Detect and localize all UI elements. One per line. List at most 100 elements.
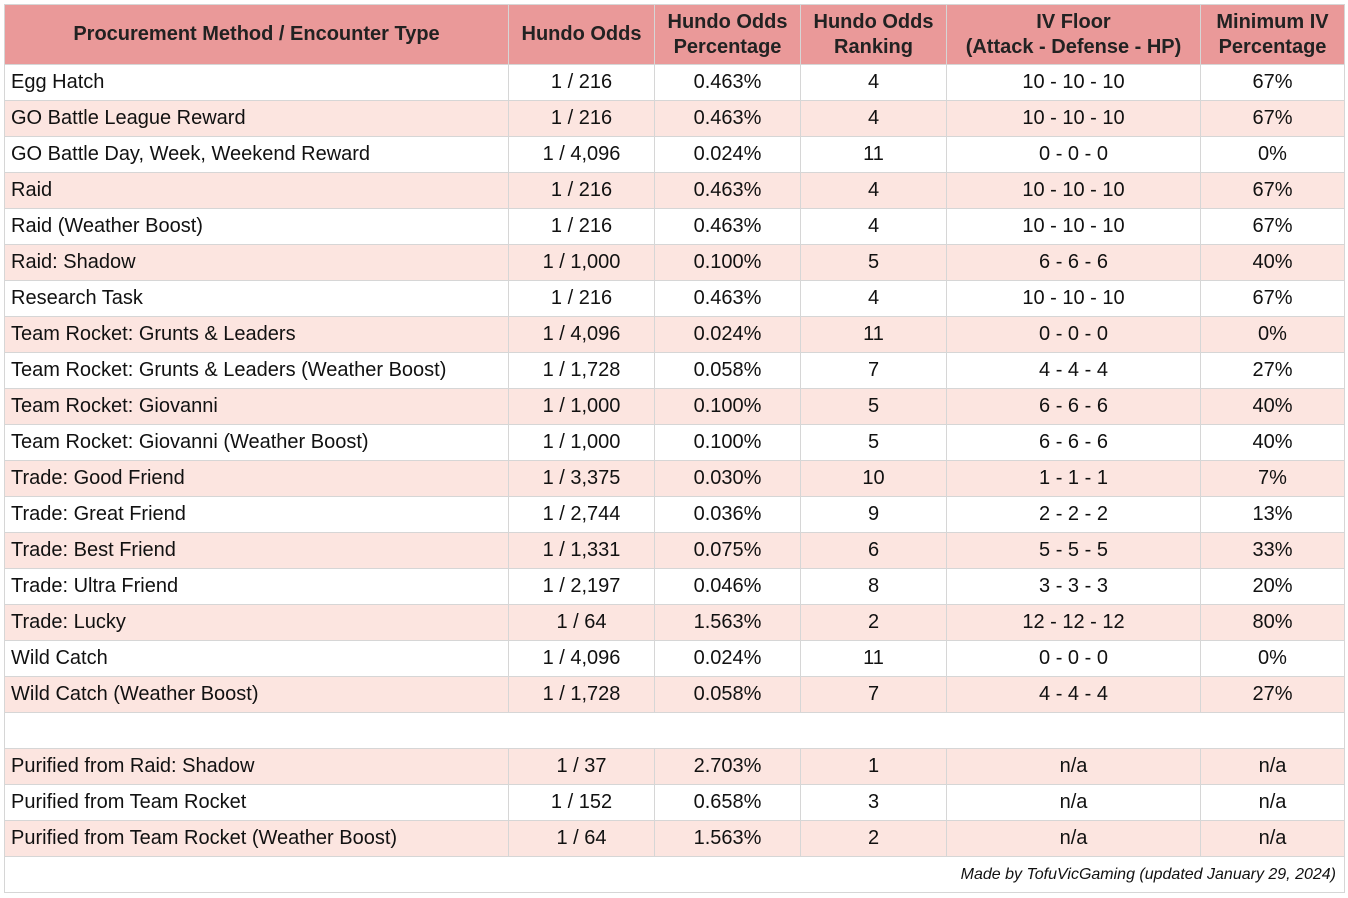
- table-cell: 0%: [1200, 316, 1345, 353]
- table-cell: 1 / 216: [508, 100, 655, 137]
- table-row: Purified from Raid: Shadow 1 / 37 2.703% 1 n…: [4, 748, 1345, 785]
- table-cell: 7: [800, 352, 947, 389]
- table-row: GO Battle Day, Week, Weekend Reward 1 / 4…: [4, 136, 1345, 173]
- table-cell: 67%: [1200, 280, 1345, 317]
- table-cell: 0.100%: [654, 424, 801, 461]
- table-cell: 11: [800, 316, 947, 353]
- table-cell: 1 / 152: [508, 784, 655, 821]
- table-cell: 3 - 3 - 3: [946, 568, 1201, 605]
- table-cell: 7: [800, 676, 947, 713]
- table-cell: n/a: [946, 820, 1201, 857]
- table-row: Raid 1 / 216 0.463% 4 10 - 10 - 10 67%: [4, 172, 1345, 209]
- table-cell: 5 - 5 - 5: [946, 532, 1201, 569]
- table-row: Team Rocket: Grunts & Leaders 1 / 4,096 0.…: [4, 316, 1345, 353]
- table-cell: 10 - 10 - 10: [946, 64, 1201, 101]
- table-cell: 10 - 10 - 10: [946, 280, 1201, 317]
- table-cell: 0.463%: [654, 172, 801, 209]
- table-cell: Raid: Shadow: [4, 244, 509, 281]
- table-cell: 6: [800, 532, 947, 569]
- header-line: Hundo Odds: [813, 10, 934, 33]
- table-cell: Team Rocket: Giovanni: [4, 388, 509, 425]
- spacer-cell: [4, 712, 1345, 749]
- table-cell: 8: [800, 568, 947, 605]
- table-cell: Trade: Good Friend: [4, 460, 509, 497]
- header-line: Procurement Method / Encounter Type: [73, 23, 440, 45]
- table-row: Team Rocket: Giovanni 1 / 1,000 0.100% 5 6 -…: [4, 388, 1345, 425]
- table-row: Raid (Weather Boost) 1 / 216 0.463% 4 10 - 1…: [4, 208, 1345, 245]
- table-cell: n/a: [946, 784, 1201, 821]
- table-cell: 1 / 2,197: [508, 568, 655, 605]
- table-cell: Team Rocket: Grunts & Leaders: [4, 316, 509, 353]
- table-cell: 10 - 10 - 10: [946, 208, 1201, 245]
- table-cell: 80%: [1200, 604, 1345, 641]
- table-cell: 0.463%: [654, 64, 801, 101]
- table-cell: Wild Catch: [4, 640, 509, 677]
- table-cell: 1 / 64: [508, 820, 655, 857]
- table-cell: 0.058%: [654, 676, 801, 713]
- table-cell: 1 / 3,375: [508, 460, 655, 497]
- table-cell: 13%: [1200, 496, 1345, 533]
- table-cell: 67%: [1200, 100, 1345, 137]
- table-cell: 2: [800, 604, 947, 641]
- table-cell: 2: [800, 820, 947, 857]
- footer-text: Made by TofuVicGaming (updated January 2…: [4, 856, 1345, 893]
- table-row: Wild Catch (Weather Boost) 1 / 1,728 0.058…: [4, 676, 1345, 713]
- table-cell: 1 / 64: [508, 604, 655, 641]
- table-cell: 0 - 0 - 0: [946, 136, 1201, 173]
- table-cell: 1 / 216: [508, 64, 655, 101]
- table-row: Trade: Best Friend 1 / 1,331 0.075% 6 5 - 5 …: [4, 532, 1345, 569]
- table-cell: 1 / 1,000: [508, 424, 655, 461]
- table-cell: 3: [800, 784, 947, 821]
- odds-table: Procurement Method / Encounter Type Hundo…: [4, 4, 1345, 893]
- table-cell: 27%: [1200, 352, 1345, 389]
- table-cell: Trade: Lucky: [4, 604, 509, 641]
- table-cell: 6 - 6 - 6: [946, 388, 1201, 425]
- table-row: Trade: Great Friend 1 / 2,744 0.036% 9 2 - 2…: [4, 496, 1345, 533]
- table-cell: Team Rocket: Giovanni (Weather Boost): [4, 424, 509, 461]
- table-cell: 0.036%: [654, 496, 801, 533]
- table-cell: 0.075%: [654, 532, 801, 569]
- spacer-row: [4, 712, 1345, 749]
- table-cell: 1 / 216: [508, 280, 655, 317]
- table-cell: 0.024%: [654, 136, 801, 173]
- table-row: Purified from Team Rocket (Weather Boost…: [4, 820, 1345, 857]
- table-cell: 0 - 0 - 0: [946, 640, 1201, 677]
- header-cell: Hundo Odds Ranking: [800, 4, 947, 65]
- table-cell: 0.024%: [654, 316, 801, 353]
- table-cell: GO Battle Day, Week, Weekend Reward: [4, 136, 509, 173]
- table-cell: 11: [800, 136, 947, 173]
- table-cell: Raid (Weather Boost): [4, 208, 509, 245]
- header-cell: Hundo Odds Percentage: [654, 4, 801, 65]
- table-cell: 1 / 4,096: [508, 136, 655, 173]
- table-cell: 1.563%: [654, 604, 801, 641]
- header-cell: IV Floor (Attack - Defense - HP): [946, 4, 1201, 65]
- table-cell: 1 / 37: [508, 748, 655, 785]
- table-cell: 20%: [1200, 568, 1345, 605]
- table-cell: n/a: [946, 748, 1201, 785]
- table-row: Trade: Lucky 1 / 64 1.563% 2 12 - 12 - 12 80%: [4, 604, 1345, 641]
- table-cell: 2.703%: [654, 748, 801, 785]
- table-row: GO Battle League Reward 1 / 216 0.463% 4 10 …: [4, 100, 1345, 137]
- header-line: Hundo Odds: [667, 10, 788, 33]
- table-cell: 1: [800, 748, 947, 785]
- header-cell: Procurement Method / Encounter Type: [4, 4, 509, 65]
- table-cell: Raid: [4, 172, 509, 209]
- table-cell: Purified from Team Rocket (Weather Boost…: [4, 820, 509, 857]
- header-cell: Hundo Odds: [508, 4, 655, 65]
- table-row: Egg Hatch 1 / 216 0.463% 4 10 - 10 - 10 67%: [4, 64, 1345, 101]
- table-cell: n/a: [1200, 784, 1345, 821]
- table-cell: 40%: [1200, 424, 1345, 461]
- table-cell: Team Rocket: Grunts & Leaders (Weather B…: [4, 352, 509, 389]
- table-cell: 0.463%: [654, 208, 801, 245]
- table-row: Raid: Shadow 1 / 1,000 0.100% 5 6 - 6 - 6 40%: [4, 244, 1345, 281]
- header-row: Procurement Method / Encounter Type Hundo…: [4, 4, 1345, 65]
- table-cell: 0.463%: [654, 280, 801, 317]
- table-cell: 1 / 1,000: [508, 244, 655, 281]
- table-cell: n/a: [1200, 748, 1345, 785]
- table-row: Team Rocket: Grunts & Leaders (Weather B…: [4, 352, 1345, 389]
- table-cell: 1 / 1,728: [508, 352, 655, 389]
- table-cell: 0.046%: [654, 568, 801, 605]
- table-cell: 10 - 10 - 10: [946, 100, 1201, 137]
- table-cell: 4: [800, 208, 947, 245]
- table-cell: 0.658%: [654, 784, 801, 821]
